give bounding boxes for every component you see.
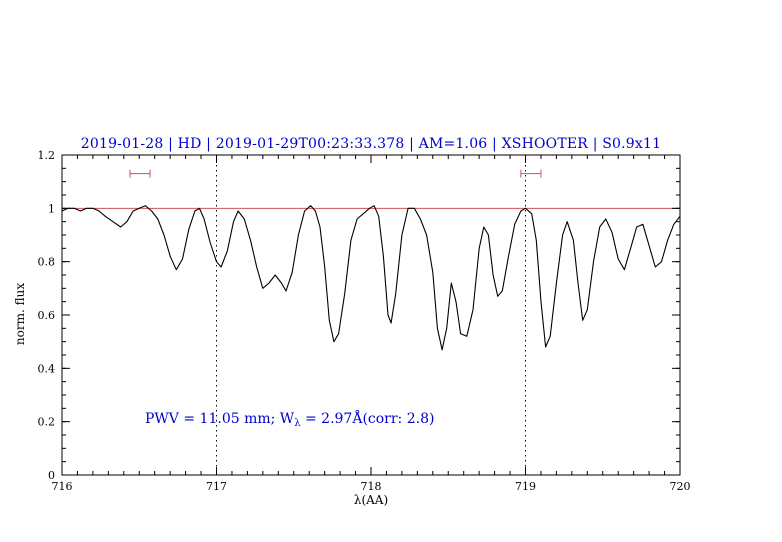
y-tick-label: 0.4 xyxy=(38,362,56,375)
pwv-annotation-subscript: λ xyxy=(294,418,301,429)
x-tick-label: 719 xyxy=(515,480,536,493)
y-tick-label: 0.2 xyxy=(38,416,56,429)
y-axis-label: norm. flux xyxy=(13,282,27,346)
pwv-annotation: PWV = 11.05 mm; Wλ = 2.97Å(corr: 2.8) xyxy=(145,411,434,429)
x-tick-label: 717 xyxy=(206,480,227,493)
y-tick-label: 0.8 xyxy=(38,256,56,269)
plot-title-text: 2019-01-28 | HD | 2019-01-29T00:23:33.37… xyxy=(80,136,662,152)
x-tick-label: 720 xyxy=(670,480,691,493)
y-tick-label: 0.6 xyxy=(38,309,56,322)
pwv-annotation-suffix: = 2.97Å(corr: 2.8) xyxy=(300,411,435,427)
y-tick-label: 1 xyxy=(48,202,55,215)
y-tick-label: 1.2 xyxy=(38,149,56,162)
pwv-annotation-prefix: PWV = 11.05 mm; W xyxy=(145,411,295,427)
x-axis-label: λ(AA) xyxy=(353,493,389,507)
x-tick-label: 718 xyxy=(361,480,382,493)
x-tick-label: 716 xyxy=(52,480,73,493)
plot-title: 2019-01-28 | HD | 2019-01-29T00:23:33.37… xyxy=(62,136,680,152)
y-tick-label: 0 xyxy=(48,469,55,482)
spectrum-line xyxy=(61,205,681,351)
